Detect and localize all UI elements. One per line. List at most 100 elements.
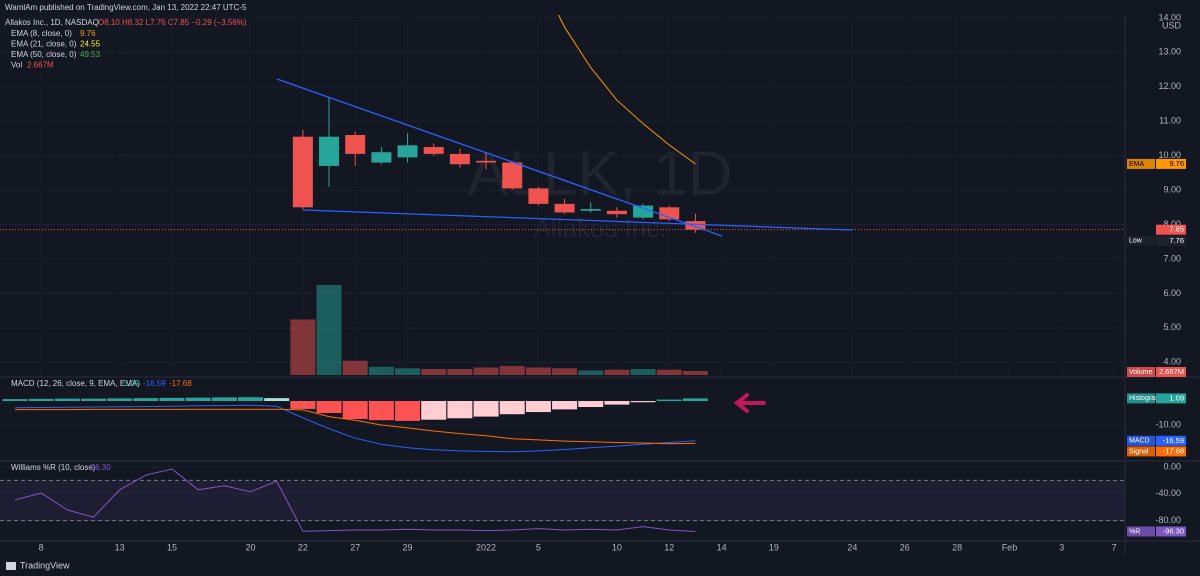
histogram-bar	[499, 401, 525, 415]
published-note: WamlAm published on TradingView.com, Jan…	[5, 3, 247, 12]
candle-body	[423, 147, 444, 154]
x-tick-label: 26	[900, 542, 910, 552]
badge-value: 2.667M	[1159, 367, 1184, 376]
legend-value: -17.68	[169, 379, 192, 388]
volume-bar	[656, 369, 682, 375]
badge-label: Low	[1129, 238, 1143, 245]
x-tick-label: 29	[403, 542, 413, 552]
price-badge: Histogram 1.09	[1127, 393, 1186, 404]
macd-line	[14, 404, 696, 453]
histogram-bar	[264, 398, 290, 402]
histogram-bar	[107, 398, 133, 402]
y-tick-label: 14.00	[1158, 12, 1181, 22]
candle-body	[528, 188, 549, 204]
y-tick-label: -80.00	[1155, 515, 1181, 525]
brand-logo	[6, 562, 16, 570]
badge-value-bg	[1156, 446, 1186, 457]
legend-value: 9.76	[80, 29, 96, 38]
legend-title: Allakos Inc., 1D, NASDAQ	[5, 18, 99, 27]
candle-body	[633, 205, 654, 218]
badge-value-bg	[1156, 393, 1186, 404]
histogram-bar	[54, 398, 80, 402]
y-tick-label: 13.00	[1158, 47, 1181, 57]
price-badge: Low 7.76	[1127, 236, 1186, 246]
badge-value: -17.68	[1163, 446, 1184, 455]
badge-value-bg	[1156, 435, 1186, 446]
badge-value: 1.09	[1169, 393, 1184, 402]
x-tick-label: 27	[350, 542, 360, 552]
macd-pane	[0, 397, 1125, 453]
volume-bar	[342, 360, 368, 375]
candle-body	[685, 221, 706, 230]
arrow-annotation	[733, 393, 766, 413]
histogram-bar	[525, 401, 551, 413]
histogram-bar	[316, 401, 342, 414]
trendline	[302, 209, 853, 231]
watermark-sub: Allakos Inc.	[534, 213, 667, 243]
price-badge: EMA 9.76	[1127, 159, 1186, 169]
legend-value: 2.667M	[27, 61, 54, 70]
y-tick-label: 8.00	[1163, 219, 1181, 229]
y-tick-label: 7.00	[1163, 253, 1181, 263]
histogram-bar	[447, 401, 473, 419]
candle-body	[502, 162, 523, 189]
x-tick-label: 2022	[476, 542, 496, 552]
legend-value: -96.30	[88, 463, 111, 472]
histogram-bar	[238, 397, 264, 402]
histogram-bar	[159, 397, 185, 402]
band-fill	[0, 480, 1125, 521]
badge-value-bg	[1156, 224, 1186, 235]
badge-value: 7.85	[1169, 225, 1184, 234]
legend-value: 24.55	[80, 40, 101, 49]
badge-value: 9.76	[1169, 159, 1184, 168]
header-bar	[0, 0, 1200, 15]
volume-bar	[630, 369, 656, 375]
badge-label-bg	[1127, 435, 1155, 446]
badge-value-bg	[1156, 526, 1186, 537]
x-tick-label: 14	[717, 542, 727, 552]
histogram-bar	[630, 401, 656, 403]
candle-body	[476, 160, 497, 163]
price-badge: %R -96.30	[1127, 526, 1186, 537]
volume-bar	[395, 368, 421, 375]
legend-name: Vol	[11, 61, 22, 70]
histogram-bar	[682, 398, 708, 402]
x-tick-label: 20	[246, 542, 256, 552]
price-badge: 7.85	[1156, 225, 1186, 235]
y-tick-label: 11.00	[1159, 116, 1181, 126]
x-tick-label: 5	[536, 542, 541, 552]
legend-name: EMA (50, close, 0)	[11, 50, 77, 59]
volume-bar	[578, 370, 604, 375]
williams-pane	[0, 466, 1125, 532]
y-tick-label: 4.00	[1163, 357, 1181, 367]
x-tick-label: 12	[664, 542, 674, 552]
histogram-bar	[395, 401, 421, 421]
badge-label: Volume	[1129, 369, 1152, 376]
price-badge: Signal -17.68	[1127, 446, 1186, 457]
y-tick-label: 9.00	[1163, 184, 1181, 194]
histogram-bar	[421, 401, 447, 420]
histogram-bar	[211, 397, 237, 402]
histogram-bar	[2, 399, 28, 402]
volume-bar	[552, 368, 578, 375]
x-tick-label: Feb	[1002, 542, 1018, 552]
trendline	[276, 78, 723, 237]
x-tick-label: 13	[115, 542, 125, 552]
badge-label-bg	[1127, 235, 1155, 246]
y-tick-label: 5.00	[1163, 322, 1181, 332]
footer-bar	[0, 556, 1200, 576]
x-tick-label: 19	[769, 542, 779, 552]
legend-value: -16.59	[143, 379, 166, 388]
ema-line	[550, 0, 696, 165]
volume-bar	[421, 369, 447, 375]
badge-label: MACD	[1129, 438, 1150, 445]
legend-title: MACD (12, 26, close, 9, EMA, EMA)	[11, 379, 140, 388]
candle-body	[449, 153, 470, 165]
histogram-bar	[552, 401, 578, 410]
histogram-bar	[578, 401, 604, 408]
x-tick-label: 24	[847, 542, 857, 552]
candle-body	[659, 207, 680, 220]
x-tick-label: 3	[1059, 542, 1064, 552]
badge-value: 7.76	[1169, 236, 1184, 245]
